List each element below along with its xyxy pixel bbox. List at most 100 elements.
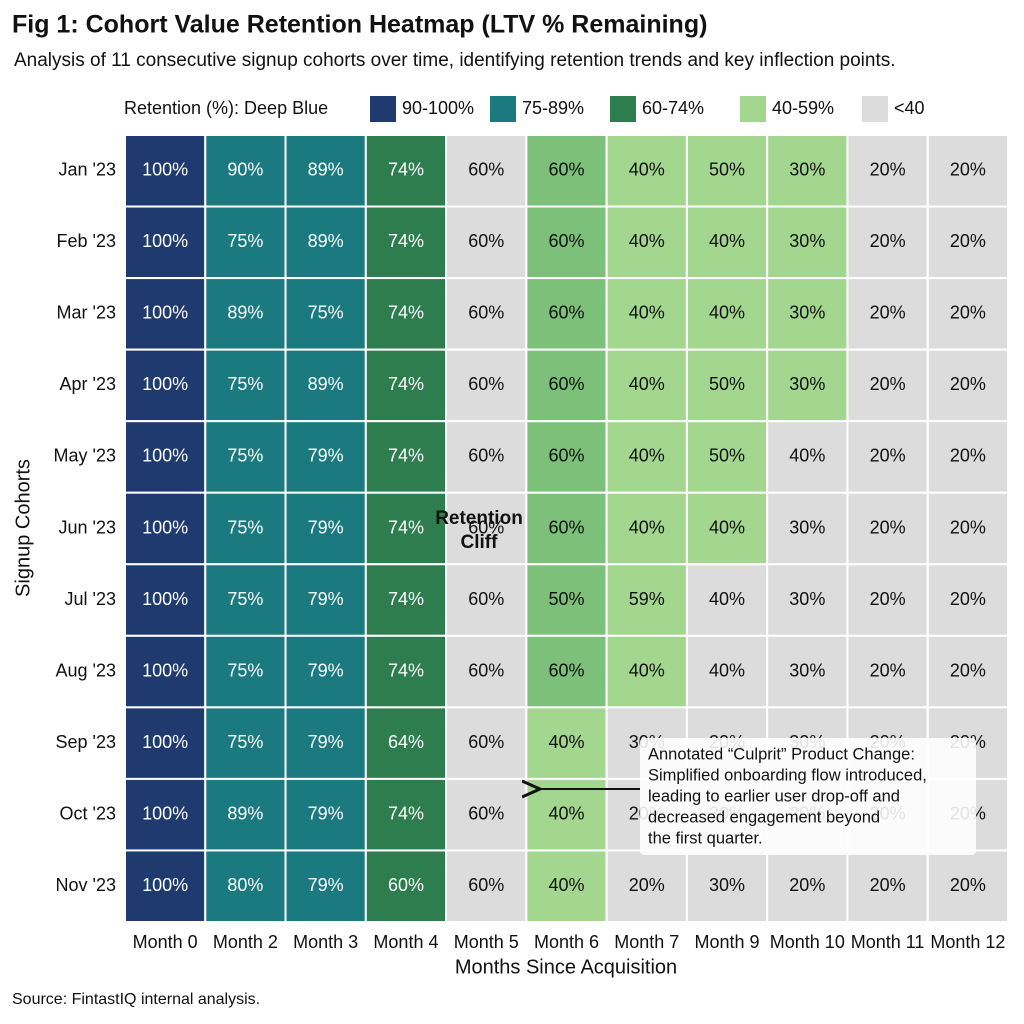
heatmap-cell bbox=[926, 134, 1010, 208]
legend-label: 90-100% bbox=[402, 98, 474, 118]
cell-label: 40% bbox=[709, 589, 745, 609]
heatmap-cell bbox=[525, 420, 608, 494]
chart-title: Fig 1: Cohort Value Retention Heatmap (L… bbox=[12, 11, 707, 39]
cell-label: 30% bbox=[789, 374, 825, 394]
chart-subtitle: Analysis of 11 consecutive signup cohort… bbox=[14, 50, 896, 71]
cell-label: 59% bbox=[629, 589, 665, 609]
heatmap-cell bbox=[926, 563, 1010, 637]
cell-label: 20% bbox=[950, 446, 986, 466]
cell-label: 74% bbox=[388, 303, 424, 323]
heatmap-cell bbox=[926, 205, 1010, 280]
heatmap-cell bbox=[284, 563, 367, 637]
cell-label: 60% bbox=[548, 374, 584, 394]
cell-label: 60% bbox=[548, 231, 584, 251]
cell-label: 90% bbox=[227, 160, 263, 180]
x-tick-label: Month 6 bbox=[534, 932, 599, 952]
heatmap-cell bbox=[284, 849, 367, 923]
heatmap-cell bbox=[445, 849, 528, 923]
x-tick-label: Month 0 bbox=[133, 932, 198, 952]
legend-label: 40-59% bbox=[772, 98, 834, 118]
cell-label: 60% bbox=[468, 231, 504, 251]
cell-label: 75% bbox=[227, 732, 263, 752]
heatmap-cell bbox=[605, 205, 688, 280]
cell-label: 79% bbox=[308, 517, 344, 537]
cell-label: 60% bbox=[468, 517, 504, 537]
cell-label: 89% bbox=[308, 231, 344, 251]
cell-label: 75% bbox=[227, 589, 263, 609]
cell-label: 79% bbox=[308, 732, 344, 752]
cell-label: 20% bbox=[950, 303, 986, 323]
heatmap-cell bbox=[926, 634, 1010, 709]
legend-swatch bbox=[490, 96, 516, 122]
cell-label: 60% bbox=[388, 875, 424, 895]
cell-label: 89% bbox=[308, 374, 344, 394]
cell-label: 40% bbox=[709, 517, 745, 537]
cell-label: 75% bbox=[227, 517, 263, 537]
cell-label: 75% bbox=[308, 303, 344, 323]
annotation-text: Cliff bbox=[461, 532, 499, 553]
heatmap-cell bbox=[364, 777, 448, 852]
cell-label: 100% bbox=[142, 303, 188, 323]
cell-label: 40% bbox=[629, 517, 665, 537]
cell-label: 89% bbox=[227, 803, 263, 823]
cell-label: 20% bbox=[870, 517, 906, 537]
cell-label: 100% bbox=[142, 660, 188, 680]
cell-label: 100% bbox=[142, 446, 188, 466]
heatmap-cell bbox=[204, 849, 287, 923]
heatmap-cell bbox=[926, 277, 1010, 351]
y-tick-label: May '23 bbox=[54, 446, 116, 466]
heatmap-cell bbox=[284, 634, 367, 709]
heatmap-cell bbox=[124, 134, 207, 208]
cell-label: 40% bbox=[548, 732, 584, 752]
cell-label: 60% bbox=[468, 732, 504, 752]
cell-label: 75% bbox=[227, 660, 263, 680]
cell-label: 74% bbox=[388, 231, 424, 251]
cell-label: 20% bbox=[870, 875, 906, 895]
heatmap-cell bbox=[766, 348, 849, 423]
heatmap-cell bbox=[124, 706, 207, 780]
legend-label: <40 bbox=[894, 98, 925, 118]
heatmap-cell bbox=[364, 491, 448, 566]
cell-label: 100% bbox=[142, 517, 188, 537]
cell-label: 20% bbox=[870, 660, 906, 680]
cell-label: 79% bbox=[308, 660, 344, 680]
y-tick-label: Jun '23 bbox=[59, 517, 116, 537]
cell-label: 40% bbox=[629, 660, 665, 680]
cell-label: 75% bbox=[227, 446, 263, 466]
x-tick-label: Month 10 bbox=[770, 932, 845, 952]
heatmap-cell bbox=[124, 777, 207, 852]
cell-label: 79% bbox=[308, 589, 344, 609]
x-tick-label: Month 12 bbox=[930, 932, 1005, 952]
cell-label: 60% bbox=[468, 875, 504, 895]
cell-label: 74% bbox=[388, 517, 424, 537]
heatmap-cell bbox=[766, 420, 849, 494]
source-note: Source: FintastIQ internal analysis. bbox=[12, 991, 260, 1008]
cell-label: 80% bbox=[227, 875, 263, 895]
cell-label: 40% bbox=[629, 231, 665, 251]
heatmap-cell bbox=[525, 277, 608, 351]
cell-label: 100% bbox=[142, 875, 188, 895]
y-tick-label: Oct '23 bbox=[60, 803, 116, 823]
y-axis-title: Signup Cohorts bbox=[12, 459, 34, 597]
heatmap-cell bbox=[926, 348, 1010, 423]
x-tick-label: Month 2 bbox=[213, 932, 278, 952]
x-tick-label: Month 5 bbox=[454, 932, 519, 952]
heatmap-cell bbox=[525, 205, 608, 280]
cell-label: 20% bbox=[789, 875, 825, 895]
annotation-box bbox=[640, 738, 976, 855]
heatmap-cell bbox=[525, 134, 608, 208]
heatmap-cell bbox=[364, 348, 448, 423]
x-tick-label: Month 7 bbox=[614, 932, 679, 952]
cell-label: 74% bbox=[388, 660, 424, 680]
annotation-text: Simplified onboarding flow introduced, bbox=[648, 766, 927, 784]
cell-label: 100% bbox=[142, 374, 188, 394]
heatmap-cell bbox=[685, 205, 769, 280]
cell-label: 64% bbox=[388, 732, 424, 752]
heatmap-cell bbox=[685, 491, 769, 566]
cell-label: 74% bbox=[388, 446, 424, 466]
cell-label: 20% bbox=[950, 160, 986, 180]
cell-label: 30% bbox=[789, 589, 825, 609]
x-tick-label: Month 9 bbox=[695, 932, 760, 952]
cell-label: 79% bbox=[308, 875, 344, 895]
cell-label: 40% bbox=[709, 660, 745, 680]
